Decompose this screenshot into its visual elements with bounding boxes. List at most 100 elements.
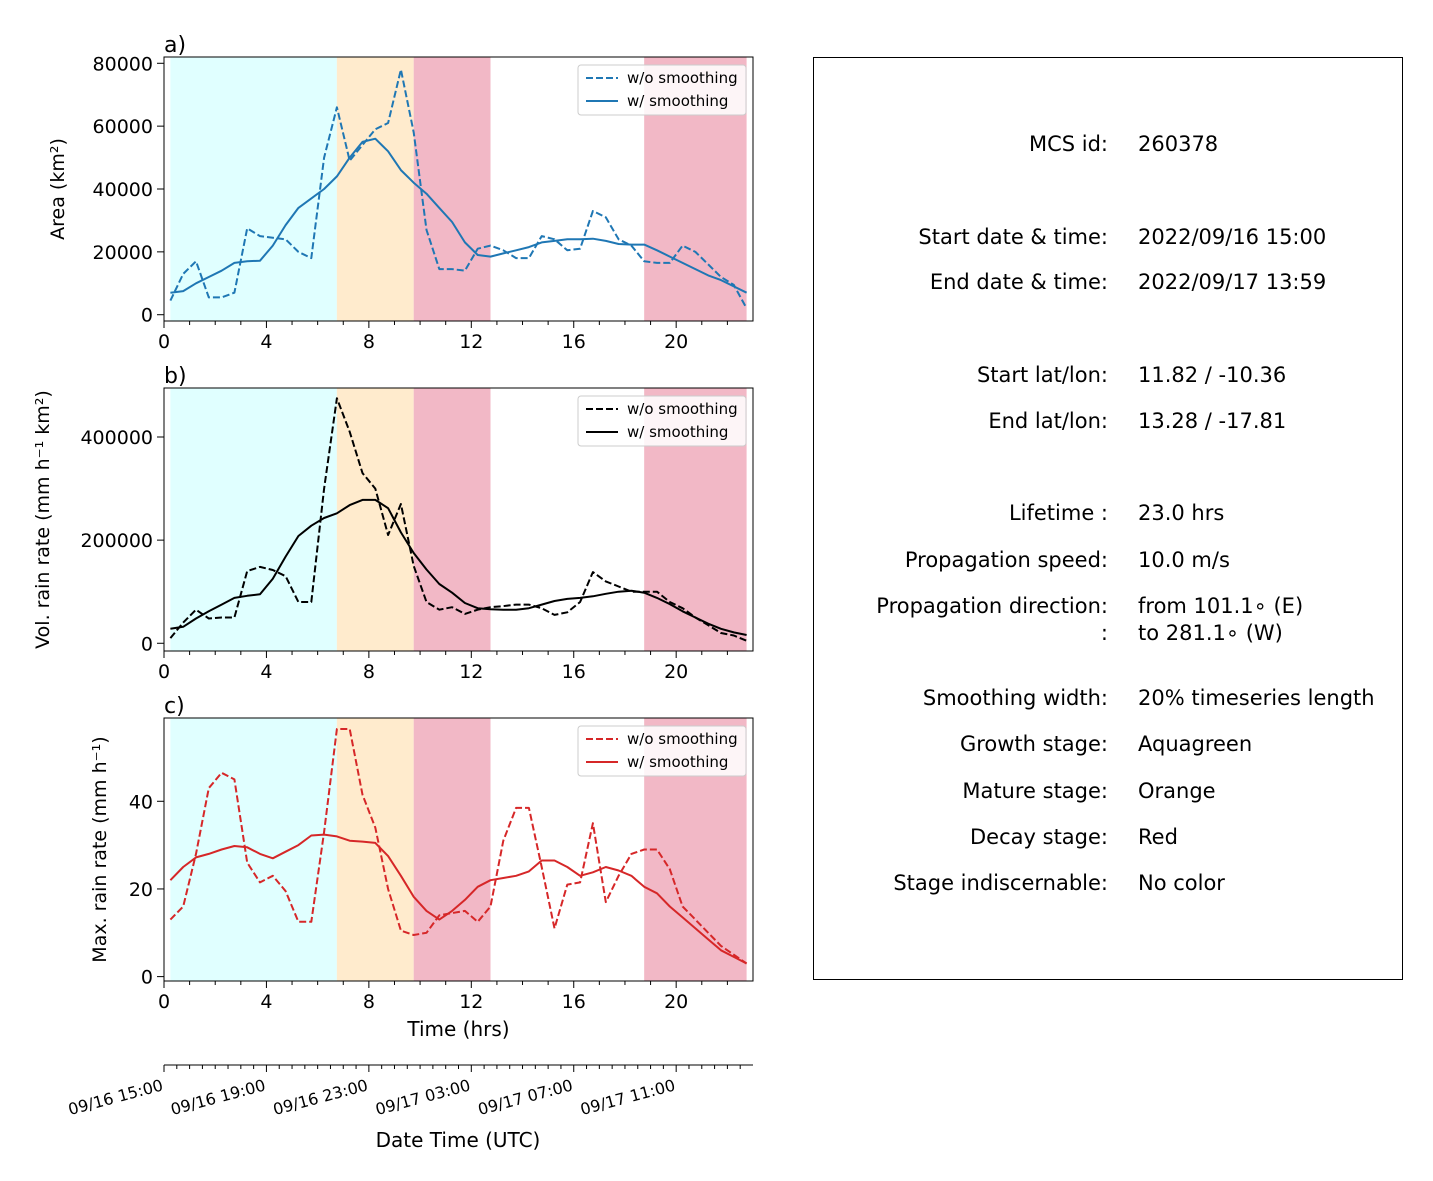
info-value: 260378 xyxy=(1138,132,1219,156)
info-value: Red xyxy=(1138,825,1178,849)
series-group xyxy=(169,68,748,309)
x-tick-label: 8 xyxy=(363,661,375,683)
info-value: 20% timeseries length xyxy=(1138,686,1375,710)
info-value: No color xyxy=(1138,871,1225,895)
info-row-propagation-direction: Propagation direction: from 101.1∘ (E) xyxy=(814,593,1404,619)
datetime-axis-label: Date Time (UTC) xyxy=(376,1128,541,1152)
info-value: Aquagreen xyxy=(1138,732,1253,756)
y-tick-label: 80000 xyxy=(93,53,153,75)
legend-label: w/ smoothing xyxy=(627,753,728,771)
x-tick-label: 0 xyxy=(158,661,170,683)
info-row-mcs-id: MCS id: 260378 xyxy=(814,131,1404,157)
datetime-tick-label: 09/16 19:00 xyxy=(169,1076,268,1120)
datetime-tick-label: 09/17 07:00 xyxy=(476,1076,575,1120)
x-tick-label: 16 xyxy=(562,661,586,683)
datetime-tick-label: 09/16 23:00 xyxy=(271,1076,370,1120)
legend: w/o smoothing w/ smoothing xyxy=(577,64,747,116)
series-line-smoothed xyxy=(170,137,748,294)
x-tick-label: 8 xyxy=(363,331,375,353)
x-tick-label: 0 xyxy=(158,991,170,1013)
x-tick-label: 20 xyxy=(664,331,688,353)
y-tick-label: 60000 xyxy=(93,116,153,138)
x-tick-label: 20 xyxy=(664,991,688,1013)
series-line-unsmoothed xyxy=(169,728,748,965)
x-tick-label: 12 xyxy=(459,991,483,1013)
series-group xyxy=(169,728,748,965)
x-tick-label: 16 xyxy=(562,331,586,353)
info-row-propagation-speed: Propagation speed: 10.0 m/s xyxy=(814,547,1404,573)
info-key: End lat/lon: xyxy=(988,409,1108,433)
y-tick-label: 0 xyxy=(141,967,153,989)
info-row-end-latlon: End lat/lon: 13.28 / -17.81 xyxy=(814,408,1404,434)
stage-band-growth xyxy=(170,388,337,651)
series-group xyxy=(169,397,747,642)
stage-band-mature xyxy=(336,57,414,321)
x-tick-label: 4 xyxy=(260,331,272,353)
stage-band-decay xyxy=(413,57,491,321)
datetime-tick-label: 09/17 11:00 xyxy=(578,1076,677,1120)
legend-label: w/o smoothing xyxy=(627,69,738,87)
info-value: 13.28 / -17.81 xyxy=(1138,409,1287,433)
legend-label: w/o smoothing xyxy=(627,730,738,748)
info-value: from 101.1∘ (E) xyxy=(1138,594,1304,618)
info-row-mature-stage: Mature stage: Orange xyxy=(814,778,1404,804)
y-axis-label: Area (km²) xyxy=(47,138,69,240)
info-key: End date & time: xyxy=(929,270,1108,294)
info-key: Start lat/lon: xyxy=(976,363,1108,387)
info-key: Start date & time: xyxy=(918,225,1108,249)
legend: w/o smoothing w/ smoothing xyxy=(577,395,747,447)
y-tick-label: 0 xyxy=(141,305,153,327)
info-row-end-time: End date & time: 2022/09/17 13:59 xyxy=(814,269,1404,295)
panel-label: c) xyxy=(164,694,185,719)
series-line-unsmoothed xyxy=(169,397,747,642)
info-value: 11.82 / -10.36 xyxy=(1138,363,1287,387)
info-key: Growth stage: xyxy=(959,732,1108,756)
panel-c: 0 4 8 12 16 20 0 20 40 c) Max. rain rate (mm h⁻¹) T… xyxy=(89,694,754,1041)
x-tick-label: 12 xyxy=(459,331,483,353)
datetime-tick-label: 09/17 03:00 xyxy=(373,1076,472,1120)
x-tick-label: 4 xyxy=(260,661,272,683)
info-value: 2022/09/16 15:00 xyxy=(1138,225,1327,249)
y-tick-label: 200000 xyxy=(80,530,153,552)
stage-band-decay xyxy=(413,718,491,981)
info-row-start-latlon: Start lat/lon: 11.82 / -10.36 xyxy=(814,362,1404,388)
stage-band-mature xyxy=(336,718,414,981)
info-key: Decay stage: xyxy=(970,825,1108,849)
y-axis-label: Vol. rain rate (mm h⁻¹ km²) xyxy=(32,390,54,649)
legend-box xyxy=(577,725,747,777)
info-key: Lifetime : xyxy=(1008,501,1108,525)
info-key: Smoothing width: xyxy=(922,686,1108,710)
y-tick-label: 0 xyxy=(141,633,153,655)
info-row-lifetime: Lifetime : 23.0 hrs xyxy=(814,500,1404,526)
info-value: to 281.1∘ (W) xyxy=(1138,621,1283,645)
info-value: Orange xyxy=(1138,779,1216,803)
y-tick-label: 20000 xyxy=(93,242,153,264)
y-tick-label: 20 xyxy=(129,879,153,901)
panel-label: a) xyxy=(164,33,186,58)
legend-label: w/ smoothing xyxy=(627,423,728,441)
panel-b: 0 4 8 12 16 20 0 200000 400000 b) Vol. rain rate (… xyxy=(32,364,754,683)
axes-frame xyxy=(163,717,754,982)
legend-box xyxy=(577,395,747,447)
info-row-smoothing-width: Smoothing width: 20% timeseries length xyxy=(814,685,1404,711)
panel-label: b) xyxy=(164,364,187,389)
y-tick-label: 400000 xyxy=(80,427,153,449)
legend-label: w/ smoothing xyxy=(627,92,728,110)
x-tick-label: 8 xyxy=(363,991,375,1013)
info-value: 10.0 m/s xyxy=(1138,548,1230,572)
x-tick-label: 20 xyxy=(664,661,688,683)
x-tick-label: 12 xyxy=(459,661,483,683)
info-row-decay-stage: Decay stage: Red xyxy=(814,824,1404,850)
info-row-growth-stage: Growth stage: Aquagreen xyxy=(814,731,1404,757)
legend: w/o smoothing w/ smoothing xyxy=(577,725,747,777)
datetime-tick-label: 09/16 15:00 xyxy=(66,1076,165,1120)
info-key: Stage indiscernable: xyxy=(893,871,1108,895)
y-axis-label: Max. rain rate (mm h⁻¹) xyxy=(89,736,111,962)
series-line-unsmoothed xyxy=(169,68,748,309)
info-box: MCS id: 260378 Start date & time: 2022/0… xyxy=(813,57,1403,980)
info-value: 2022/09/17 13:59 xyxy=(1138,270,1327,294)
datetime-axis: 09/16 15:00 09/16 19:00 09/16 23:00 09/17 0… xyxy=(66,1064,753,1152)
info-value: 23.0 hrs xyxy=(1138,501,1225,525)
legend-label: w/o smoothing xyxy=(627,400,738,418)
